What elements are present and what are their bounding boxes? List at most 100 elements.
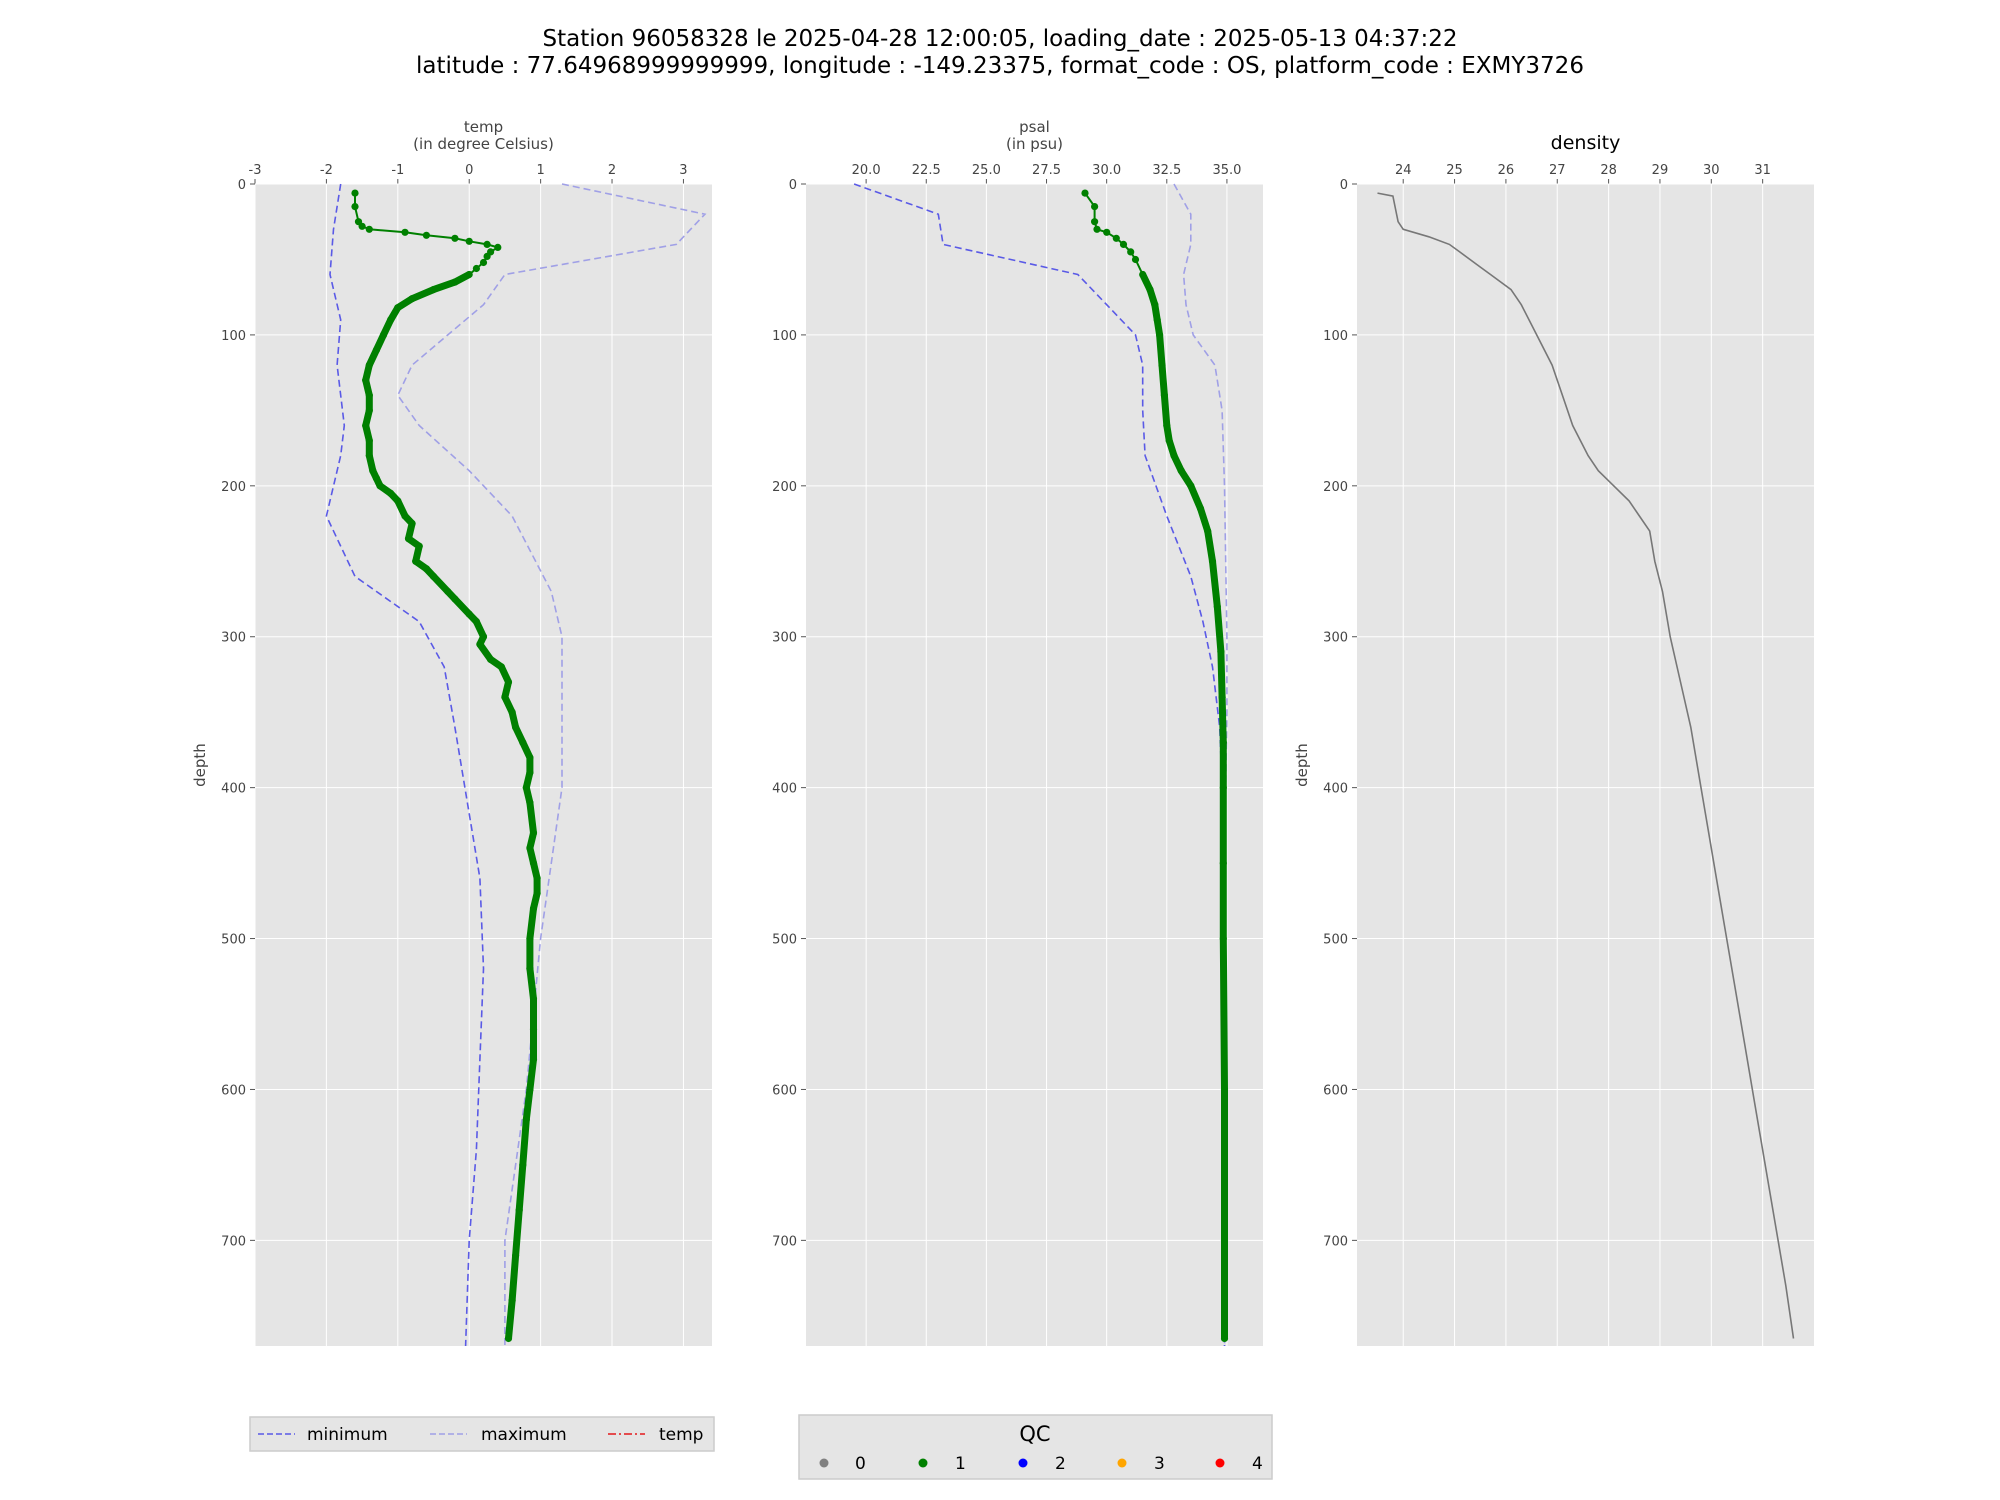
panel-0-point-temp [351,203,359,211]
figure-title-line1: Station 96058328 le 2025-04-28 12:00:05,… [542,26,1458,52]
panel-1-point-psal [1093,225,1101,233]
panel-1-point-psal [1103,228,1111,236]
panel-0-point-temp [472,264,480,273]
panel-0-band-temp [362,271,541,1339]
panel-2-xtick-label: 31 [1754,163,1771,178]
panel-2-xtick-label: 28 [1600,163,1617,178]
panel-0-point-temp [401,228,409,236]
legend-qc-4-marker [1215,1458,1225,1468]
panel-0-ylabel: depth [191,743,209,787]
panel-1-xtick-label: 27.5 [1032,163,1061,178]
panel-1-xtick-label: 30.0 [1092,163,1121,178]
panel-1-band-psal [1139,272,1228,1339]
panel-0-point-temp [494,243,502,251]
panel-0-ytick-label: 100 [221,329,246,344]
panel-2-ytick-label: 200 [1323,480,1348,495]
panel-0-point-temp [365,225,373,233]
panel-1-ytick-label: 400 [772,782,797,797]
panel-0-ytick-label: 500 [221,933,246,948]
psal-panel: 20.0 22.5 25.0 27.5 30.0 32.5 35.0 0 100 200 300 40… [772,118,1263,1346]
panel-1-xunit: (in psu) [1006,135,1063,153]
panel-1-point-psal [1091,218,1099,226]
panel-0-xtick-label: -1 [391,163,404,178]
panel-1-xlabel: psal [1019,118,1050,136]
panel-0-ytick-label: 0 [238,178,246,193]
panel-0-xtick-label: -2 [320,163,333,178]
legend-maximum-label: maximum [481,1425,567,1445]
legend-qc-1-label: 1 [955,1454,966,1474]
panel-0-point-temp [483,240,491,248]
panel-1-ytick-label: 300 [772,631,797,646]
legend-minimum-label: minimum [307,1425,388,1445]
figure-title-line2: latitude : 77.64968999999999, longitude … [416,53,1584,79]
panel-1-xtick-label: 32.5 [1152,163,1181,178]
panel-0-series-maximum [396,183,707,1346]
panel-1-background [806,184,1263,1346]
panel-0-point-temp [451,234,459,242]
legend-qc-0-marker [819,1458,829,1468]
panel-2-xtick-label: 25 [1446,163,1463,178]
panel-2-xtick-label: 30 [1703,163,1720,178]
legend-temp-label: temp [659,1425,703,1445]
panel-2-ytick-label: 700 [1323,1234,1348,1249]
panel-0-xunit: (in degree Celsius) [413,135,554,153]
panel-0-xtick-label: 3 [679,163,687,178]
legend-qc-box [798,1414,1273,1480]
legend-qc-2-label: 2 [1055,1454,1066,1474]
legend-qc-title: QC [1019,1422,1050,1446]
panel-2-series-density [1377,192,1795,1339]
panel-2-ytick-label: 500 [1323,933,1348,948]
panel-0-background [255,184,712,1346]
panel-0-xtick-label: 0 [465,163,473,178]
panel-0-xtick-label: 1 [536,163,544,178]
panel-0-series-minimum [325,183,485,1347]
panel-2-title: density [1551,132,1621,154]
panel-1-ytick-label: 500 [772,933,797,948]
panel-0-point-temp [351,189,359,197]
legend-qc-3-label: 3 [1154,1454,1165,1474]
panel-2-ytick-label: 100 [1323,329,1348,344]
panel-2-ylabel: depth [1293,743,1311,787]
panel-1-point-psal [1091,203,1099,211]
panel-1-point-psal [1112,234,1120,242]
panel-1-xtick-label: 20.0 [852,163,881,178]
panel-0-point-temp [422,231,430,239]
panel-0-ytick-label: 700 [221,1234,246,1249]
panel-0-ytick-label: 600 [221,1083,246,1098]
panel-1-ytick-label: 700 [772,1234,797,1249]
panel-0-ytick-label: 300 [221,631,246,646]
panel-2-ytick-label: 300 [1323,631,1348,646]
panel-2-ytick-label: 400 [1323,782,1348,797]
panel-1-ytick-label: 600 [772,1083,797,1098]
panel-2-ytick-label: 600 [1323,1083,1348,1098]
panel-0-xtick-label: -3 [249,163,262,178]
panel-2-xtick-label: 24 [1395,163,1412,178]
legend-left: minimum maximum temp [249,1416,715,1452]
legend-qc-3-marker [1117,1458,1127,1468]
temp-panel: -3 -2 -1 0 1 2 3 0 100 200 300 400 500 600 700 temp(in … [191,118,712,1347]
density-panel: 24 25 26 27 28 29 30 31 0 100 200 300 400 500 600 700 de… [1293,132,1814,1346]
panel-1-ytick-label: 200 [772,480,797,495]
panel-1-xtick-label: 22.5 [912,163,941,178]
panel-0-point-temp [465,237,473,245]
panel-1-ytick-label: 0 [789,178,797,193]
panel-1-point-psal [1127,248,1135,256]
panel-2-xtick-label: 29 [1652,163,1669,178]
panel-1-ytick-label: 100 [772,329,797,344]
panel-0-ytick-label: 200 [221,480,246,495]
panel-1-point-psal [1131,255,1140,264]
panel-2-background [1357,184,1814,1346]
panel-2-xtick-label: 27 [1549,163,1566,178]
panel-0-xlabel: temp [464,118,503,136]
panel-2-xtick-label: 26 [1498,163,1515,178]
legend-qc-0-label: 0 [855,1454,866,1474]
panel-0-point-temp [358,222,366,230]
panel-1-point-psal [1081,189,1089,197]
panel-0-point-temp [479,258,488,267]
panel-2-ytick-label: 0 [1340,178,1348,193]
legend-qc-4-label: 4 [1252,1454,1263,1474]
panel-1-point-psal [1119,240,1128,248]
panel-1-xtick-label: 25.0 [972,163,1001,178]
panel-0-ytick-label: 400 [221,782,246,797]
